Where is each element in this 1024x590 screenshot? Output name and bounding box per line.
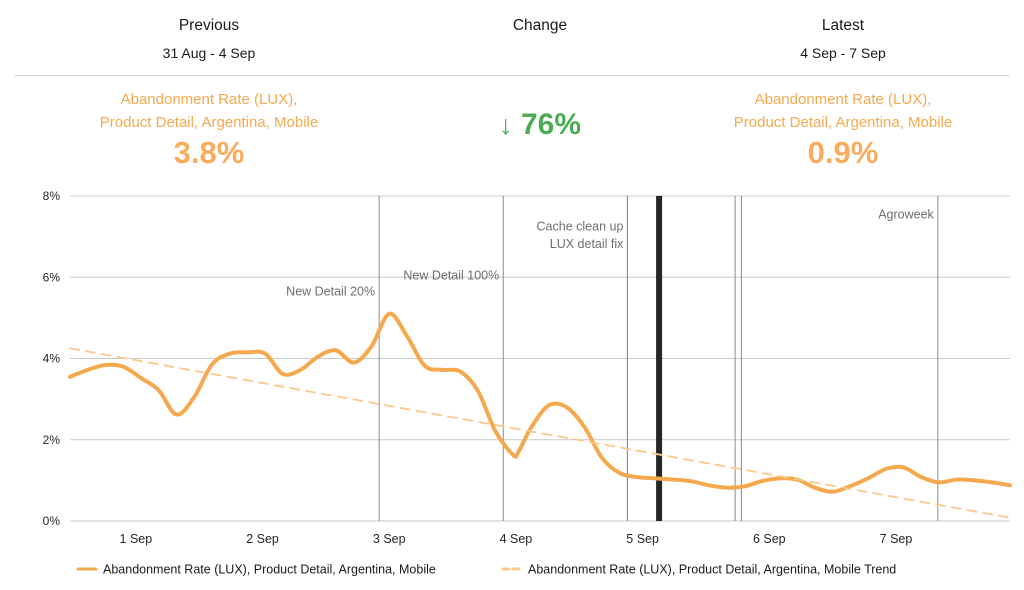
- line-chart: 0% 2% 4% 6% 8% 1 Sep 2 Sep 3 Sep 4 Sep 5 Sep 6 Se…: [43, 189, 1012, 577]
- kpi-column-previous: Previous 31 Aug - 4 Sep: [14, 0, 404, 62]
- x-axis-tick-label: 7 Sep: [880, 532, 913, 546]
- series-lines: [68, 311, 1012, 519]
- kpi-date-range-previous: 31 Aug - 4 Sep: [162, 45, 256, 61]
- x-axis-tick-label: 6 Sep: [753, 532, 786, 546]
- kpi-header: Previous 31 Aug - 4 Sep Change Latest 4 …: [0, 0, 1024, 180]
- kpi-title-previous: Previous: [178, 17, 240, 34]
- arrow-down-icon: ↓: [499, 110, 513, 140]
- chart-area: 0% 2% 4% 6% 8% 1 Sep 2 Sep 3 Sep 4 Sep 5 Sep 6 Se…: [0, 180, 1024, 590]
- annotation-label: New Detail 100%: [403, 268, 499, 282]
- kpi-column-latest: Latest 4 Sep - 7 Sep: [676, 0, 1010, 62]
- kpi-metric-label-latest: Abandonment Rate (LUX), Product Detail, …: [676, 88, 1010, 134]
- y-axis-labels: 0% 2% 4% 6% 8%: [43, 189, 61, 528]
- y-axis-tick-label: 4%: [43, 352, 61, 366]
- kpi-metric-label-latest-line1: Abandonment Rate (LUX),: [754, 91, 932, 108]
- kpi-date-range-latest: 4 Sep - 7 Sep: [800, 45, 886, 61]
- kpi-metric-label-previous-line2: Product Detail, Argentina, Mobile: [99, 114, 319, 131]
- gridlines: [70, 195, 1010, 522]
- kpi-metric-label-previous-line1: Abandonment Rate (LUX),: [120, 91, 298, 108]
- kpi-value-previous: 3.8%: [173, 135, 245, 170]
- kpi-metric-label-latest-line2: Product Detail, Argentina, Mobile: [733, 114, 953, 131]
- x-axis-labels: 1 Sep 2 Sep 3 Sep 4 Sep 5 Sep 6 Sep 7 Sep: [120, 532, 913, 546]
- kpi-metric-label-previous: Abandonment Rate (LUX), Product Detail, …: [14, 88, 404, 134]
- annotation-label: Agroweek: [878, 207, 934, 221]
- kpi-title-change: Change: [512, 17, 568, 34]
- data-line: [68, 311, 1012, 494]
- annotation-label: Cache clean up: [537, 220, 624, 234]
- chart-legend: Abandonment Rate (LUX), Product Detail, …: [76, 563, 896, 577]
- kpi-value-latest: 0.9%: [807, 135, 879, 170]
- x-axis-tick-label: 5 Sep: [626, 532, 659, 546]
- y-axis-tick-label: 8%: [43, 189, 61, 203]
- x-axis-tick-label: 1 Sep: [120, 532, 153, 546]
- annotation-lines: [378, 196, 939, 521]
- y-axis-tick-label: 0%: [43, 514, 61, 528]
- kpi-title-latest: Latest: [821, 17, 865, 34]
- x-axis-tick-label: 4 Sep: [500, 532, 533, 546]
- kpi-change-value: 76%: [520, 108, 581, 141]
- kpi-column-change: Change: [404, 0, 676, 36]
- header-divider: [14, 75, 1010, 76]
- x-axis-tick-label: 3 Sep: [373, 532, 406, 546]
- annotation-labels: New Detail 20% New Detail 100% Cache clean…: [286, 207, 934, 298]
- annotation-label: LUX detail fix: [550, 237, 624, 251]
- legend-label[interactable]: Abandonment Rate (LUX), Product Detail, …: [528, 563, 896, 577]
- x-axis-tick-label: 2 Sep: [246, 532, 279, 546]
- y-axis-tick-label: 2%: [43, 433, 61, 447]
- legend-label[interactable]: Abandonment Rate (LUX), Product Detail, …: [103, 563, 436, 577]
- y-axis-tick-label: 6%: [43, 270, 61, 284]
- annotation-label: New Detail 20%: [286, 285, 375, 299]
- trend-line: [69, 347, 1011, 519]
- kpi-change-group: ↓ 76%: [404, 108, 676, 142]
